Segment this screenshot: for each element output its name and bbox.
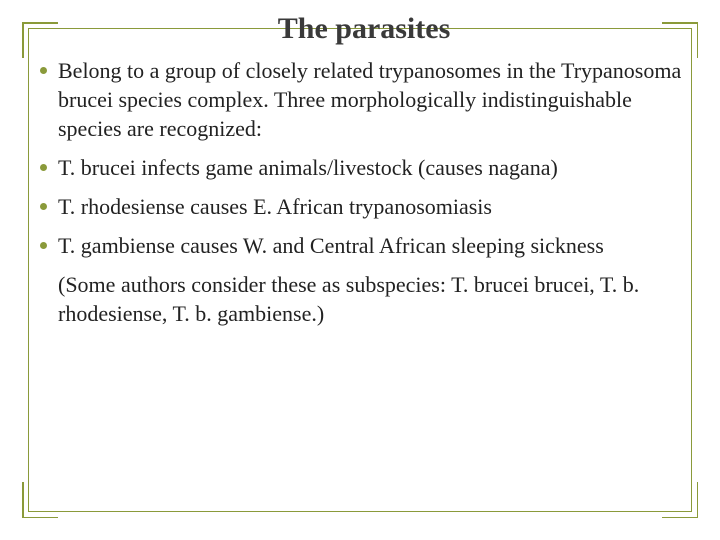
list-item: Belong to a group of closely related try… [40,56,688,143]
slide-content: The parasites Belong to a group of close… [40,12,688,328]
list-item: T. brucei infects game animals/livestock… [40,153,688,182]
corner-decor-bl [22,482,58,518]
corner-decor-br [662,482,698,518]
slide-title: The parasites [40,12,688,46]
bullet-list: Belong to a group of closely related try… [40,56,688,260]
list-item: T. rhodesiense causes E. African trypano… [40,192,688,221]
slide-note: (Some authors consider these as subspeci… [40,270,688,328]
list-item: T. gambiense causes W. and Central Afric… [40,231,688,260]
